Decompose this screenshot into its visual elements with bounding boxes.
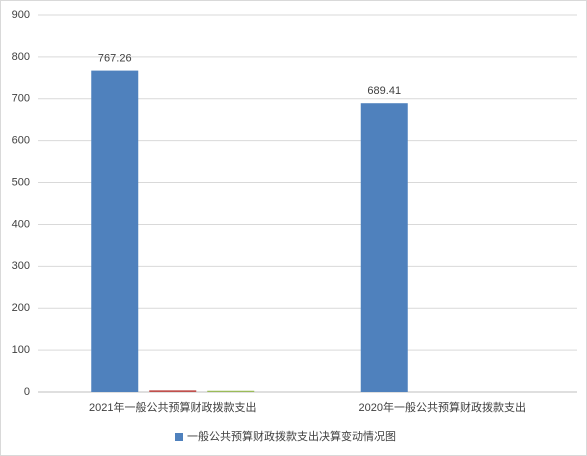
y-tick-label: 700 — [12, 93, 30, 105]
data-label: 767.26 — [98, 53, 132, 65]
data-label: 689.41 — [367, 85, 401, 97]
y-tick-label: 900 — [12, 9, 30, 21]
bar — [207, 390, 255, 392]
bar — [360, 103, 408, 393]
y-tick-label: 400 — [12, 218, 30, 230]
bar — [91, 70, 139, 393]
legend-label: 一般公共预算财政拨款支出决算变动情况图 — [187, 429, 396, 443]
y-tick-label: 300 — [12, 260, 30, 272]
x-tick-label: 2020年一般公共预算财政拨款支出 — [359, 400, 526, 414]
legend-swatch — [175, 433, 183, 441]
bar — [149, 390, 197, 392]
y-tick-label: 500 — [12, 176, 30, 188]
y-tick-label: 200 — [12, 302, 30, 314]
y-tick-label: 100 — [12, 344, 30, 356]
x-tick-label: 2021年一般公共预算财政拨款支出 — [89, 400, 256, 414]
y-tick-label: 0 — [24, 386, 30, 398]
y-tick-label: 800 — [12, 51, 30, 63]
y-tick-label: 600 — [12, 135, 30, 147]
